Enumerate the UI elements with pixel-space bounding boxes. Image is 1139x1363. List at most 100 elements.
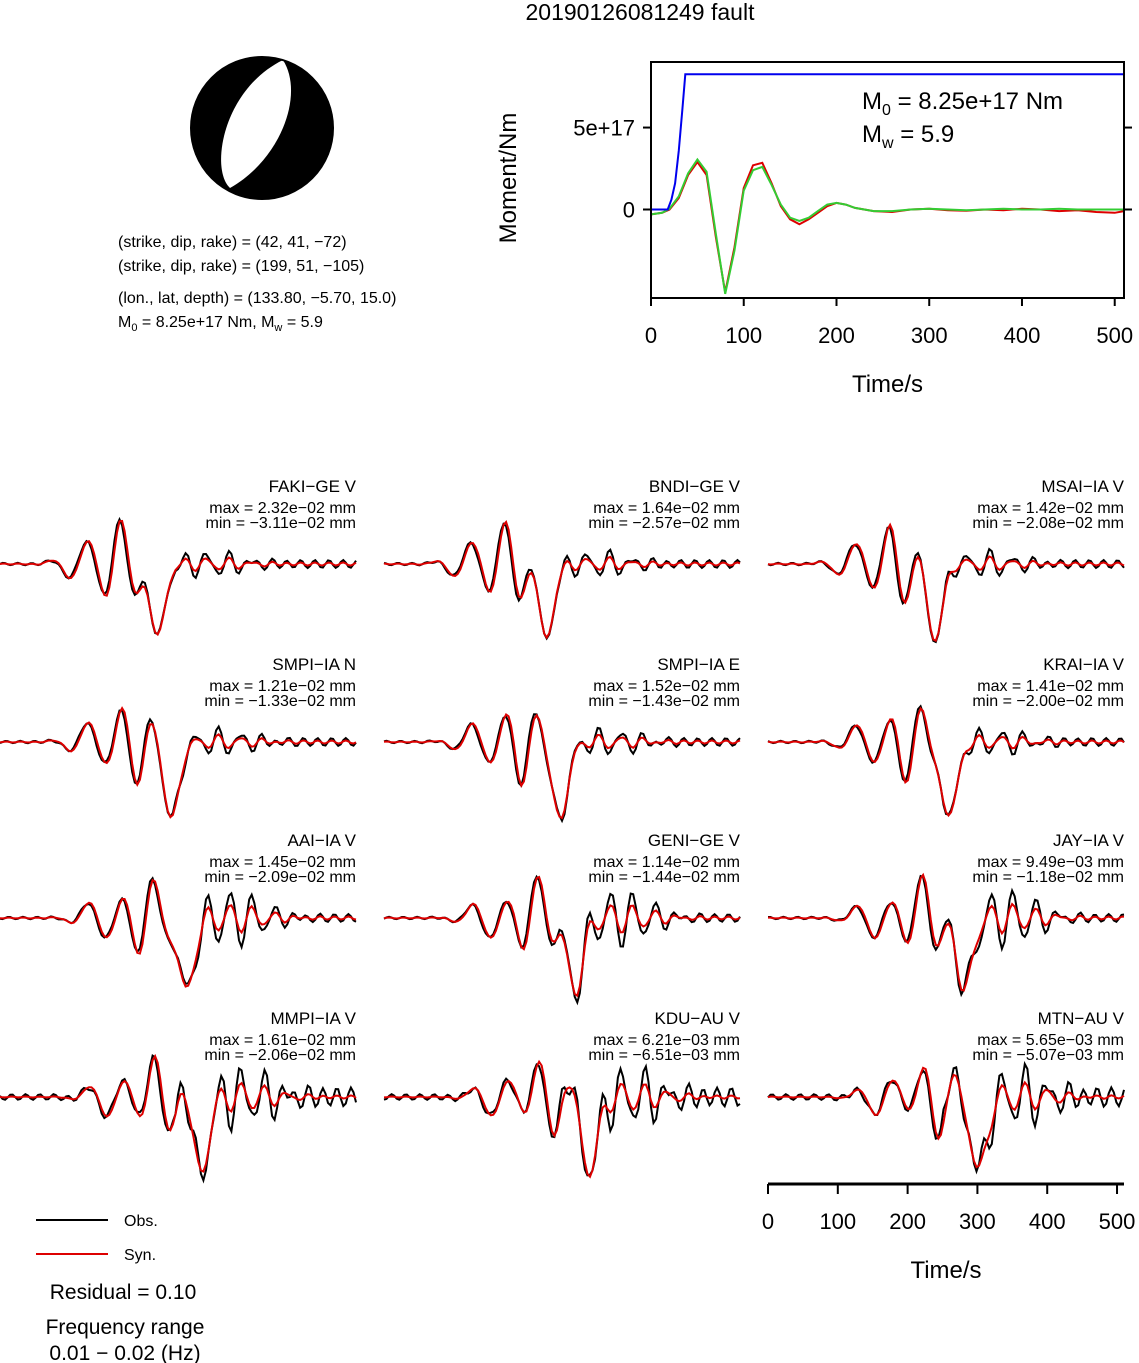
wave-xtick-label: 400: [1029, 1209, 1066, 1234]
nodal-plane-2: (strike, dip, rake) = (199, 51, −105): [118, 258, 364, 275]
moment-ytick-label: 0: [623, 198, 635, 223]
station-max: max = 5.65e−03 mm: [977, 1032, 1124, 1049]
station-min: min = −1.43e−02 mm: [588, 693, 740, 710]
legend-obs-label: Obs.: [124, 1213, 158, 1230]
station-min: min = −2.57e−02 mm: [588, 515, 740, 532]
station-name: MTN−AU V: [1038, 1009, 1125, 1028]
observed-trace: [767, 704, 1125, 816]
residual-label: Residual = 0.10: [50, 1281, 197, 1304]
observed-trace: [767, 1060, 1125, 1175]
station-min: min = −2.00e−02 mm: [972, 693, 1124, 710]
nodal-plane-1: (strike, dip, rake) = (42, 41, −72): [118, 234, 347, 251]
station-min: min = −1.18e−02 mm: [972, 869, 1124, 886]
moment-xtick-label: 100: [725, 323, 762, 348]
moment-series-2: [651, 73, 1124, 211]
synthetic-trace: [768, 872, 1125, 992]
synthetic-trace: [767, 706, 1125, 818]
station-name: MSAI−IA V: [1041, 477, 1124, 496]
station-name: BNDI−GE V: [649, 477, 741, 496]
legend-syn-label: Syn.: [124, 1247, 156, 1264]
moment-xtick-label: 200: [818, 323, 855, 348]
moment-plot: 0 100 200 300 400 500 0 5e+17 Time/s Moment/Nm M0 …: [495, 61, 1133, 398]
synthetic-trace: [383, 520, 741, 640]
observed-trace: [383, 874, 741, 1006]
station-max: max = 1.64e−02 mm: [593, 500, 740, 517]
moment-annotation-mw: Mw = 5.9: [862, 121, 954, 152]
moment-xtick-label: 400: [1004, 323, 1041, 348]
synthetic-trace: [0, 1053, 357, 1173]
observed-trace: [0, 876, 357, 986]
station-name: AAI−IA V: [287, 831, 356, 850]
station-min: min = −5.07e−03 mm: [972, 1047, 1124, 1064]
station-min: min = −2.08e−02 mm: [972, 515, 1124, 532]
synthetic-trace: [383, 1059, 741, 1179]
waveform-time-axis: 0 100 200 300 400 500 Time/s: [762, 1182, 1136, 1284]
wave-xtick-label: 500: [1099, 1209, 1136, 1234]
station-name: FAKI−GE V: [269, 477, 357, 496]
synthetic-trace: [383, 875, 741, 998]
station-max: max = 1.61e−02 mm: [209, 1032, 356, 1049]
station-min: min = −2.09e−02 mm: [204, 869, 356, 886]
station-min: min = −1.33e−02 mm: [204, 693, 356, 710]
station-max: max = 1.14e−02 mm: [593, 854, 740, 871]
observed-trace: [0, 516, 357, 636]
station-name: GENI−GE V: [648, 831, 741, 850]
synthetic-trace: [767, 522, 1125, 643]
wave-xtick-label: 100: [819, 1209, 856, 1234]
moment-ytick-label: 5e+17: [573, 116, 635, 141]
station-min: min = −3.11e−02 mm: [206, 515, 356, 532]
observed-trace: [383, 522, 741, 641]
wave-xtick-label: 300: [959, 1209, 996, 1234]
moment-summary: M0 = 8.25e+17 Nm, Mw = 5.9: [118, 314, 323, 334]
wave-xtick-label: 200: [889, 1209, 926, 1234]
station-max: max = 1.42e−02 mm: [977, 500, 1124, 517]
observed-trace: [383, 1062, 741, 1177]
beachball-outline: [190, 56, 334, 200]
station-min: min = −6.51e−03 mm: [588, 1047, 740, 1064]
station-max: max = 1.21e−02 mm: [209, 678, 356, 695]
station-max: max = 1.41e−02 mm: [977, 678, 1124, 695]
frequency-range: 0.01 − 0.02 (Hz): [49, 1342, 200, 1363]
moment-xlabel: Time/s: [852, 371, 923, 398]
station-max: max = 1.52e−02 mm: [593, 678, 740, 695]
observed-trace: [768, 874, 1125, 998]
station-name: KRAI−IA V: [1043, 655, 1124, 674]
station-name: KDU−AU V: [655, 1009, 741, 1028]
moment-xtick-label: 500: [1096, 323, 1133, 348]
observed-trace: [0, 709, 357, 819]
figure-title: 20190126081249 fault: [526, 0, 756, 25]
station-name: SMPI−IA N: [272, 655, 356, 674]
wave-xtick-label: 0: [762, 1209, 774, 1234]
station-max: max = 2.32e−02 mm: [209, 500, 356, 517]
beachball: [190, 56, 334, 200]
legend: Obs. Syn.: [36, 1213, 158, 1264]
station-min: min = −2.06e−02 mm: [204, 1047, 356, 1064]
moment-ylabel: Moment/Nm: [495, 113, 522, 244]
synthetic-trace: [0, 878, 357, 988]
station-max: max = 9.49e−03 mm: [977, 854, 1124, 871]
frequency-label: Frequency range: [46, 1316, 205, 1339]
moment-plot-frame: [650, 61, 1125, 299]
synthetic-trace: [0, 706, 357, 819]
moment-series-1: [650, 157, 1124, 295]
moment-annotation-m0: M0 = 8.25e+17 Nm: [862, 88, 1063, 119]
station-name: MMPI−IA V: [271, 1009, 357, 1028]
station-name: SMPI−IA E: [657, 655, 740, 674]
station-name: JAY−IA V: [1053, 831, 1125, 850]
moment-xtick-label: 0: [645, 323, 657, 348]
synthetic-trace: [767, 1066, 1125, 1169]
